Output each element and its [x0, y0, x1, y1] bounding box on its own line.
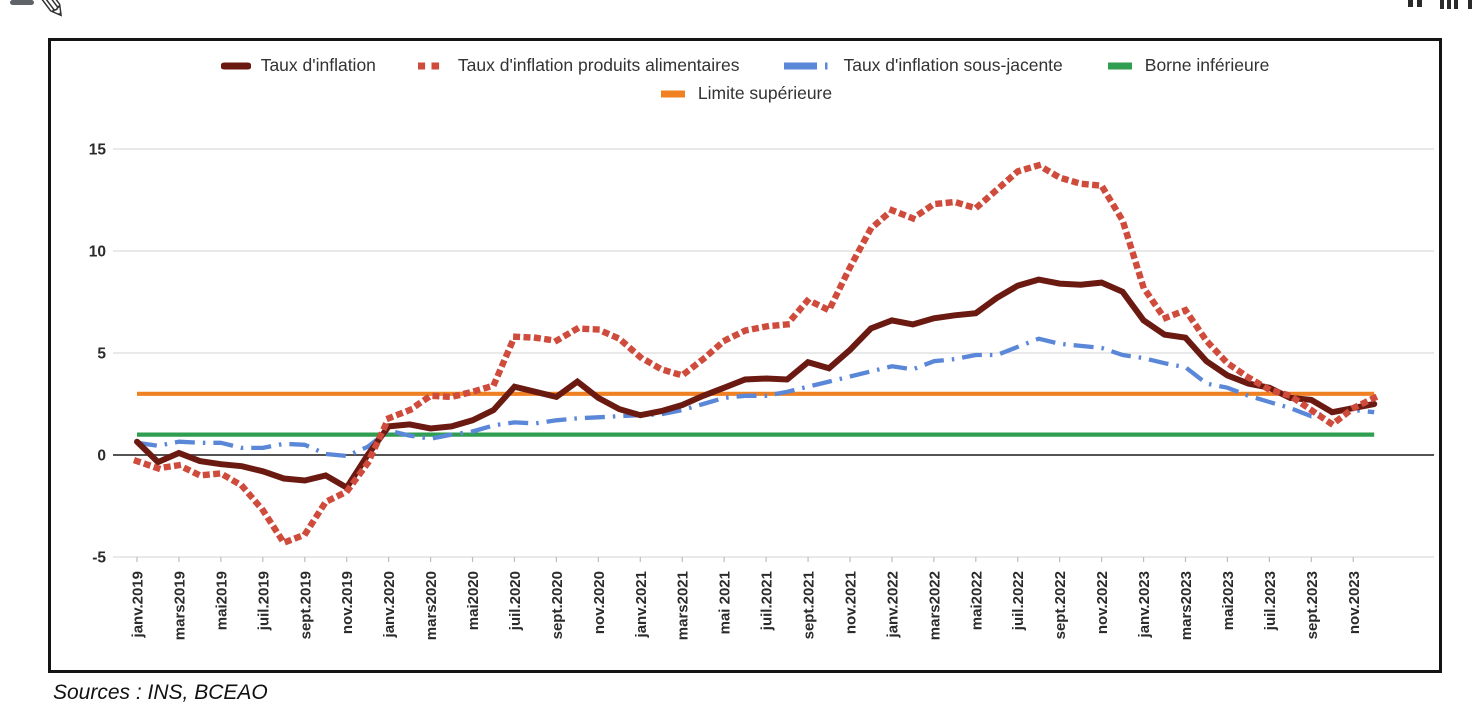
x-tick-label: mars2021: [675, 571, 692, 640]
series-0: [134, 276, 1378, 492]
legend-item: Borne inférieure: [1105, 55, 1270, 76]
y-tick-label: 0: [97, 448, 106, 465]
plot-svg: -5 0 5 10 15 janv.2019 mars2019 mai2019 juil.201…: [89, 142, 1434, 640]
x-tick-label: janv.2019: [130, 571, 147, 638]
x-tick-label: mars2023: [1178, 571, 1195, 640]
x-tick-label: mai2023: [1220, 571, 1237, 630]
legend-item: Taux d'inflation produits alimentaires: [417, 55, 740, 76]
legend-item: Taux d'inflation: [220, 55, 376, 76]
y-tick-label: 15: [89, 142, 107, 159]
legend-label: Taux d'inflation: [260, 55, 376, 75]
dots-icon[interactable]: [1417, 0, 1422, 7]
x-tick-label: mai2020: [465, 571, 482, 630]
x-tick-label: juil.2023: [1262, 571, 1279, 631]
x-tick-label: sept.2020: [549, 571, 566, 639]
x-tick-label: janv.2022: [884, 571, 901, 638]
x-tick-label: nov.2022: [1094, 571, 1111, 634]
legend-swatch-icon: [660, 90, 685, 97]
legend-item: Limite supérieure: [658, 83, 832, 104]
inflation-chart[interactable]: Taux d'inflation Taux d'inflation produit…: [48, 38, 1442, 673]
x-tick-label: mars2022: [926, 571, 943, 640]
x-tick-label: sept.2022: [1052, 571, 1069, 639]
y-tick-label: 5: [97, 346, 106, 363]
legend-row: Taux d'inflation Taux d'inflation produit…: [220, 55, 1270, 76]
x-tick-label: mars2019: [171, 571, 188, 640]
legend-label: Taux d'inflation sous-jacente: [843, 55, 1063, 75]
x-tick-label: juil.2022: [1010, 571, 1027, 631]
x-tick-label: juil.2019: [255, 571, 272, 631]
x-tick-label: nov.2020: [591, 571, 608, 634]
bars-icon[interactable]: [1454, 0, 1458, 9]
legend-swatch-icon: [417, 62, 448, 69]
x-tick-label: sept.2021: [801, 571, 818, 639]
chart-legend: Taux d'inflation Taux d'inflation produit…: [51, 55, 1439, 104]
pen-icon[interactable]: ✎: [33, 0, 71, 30]
legend-item: Taux d'inflation sous-jacente: [781, 55, 1063, 76]
x-tick-label: nov.2021: [842, 571, 859, 634]
x-tick-label: nov.2019: [339, 571, 356, 634]
bars-icon[interactable]: [1447, 0, 1451, 9]
legend-label: Limite supérieure: [697, 83, 833, 103]
x-tick-label: janv.2021: [633, 571, 650, 638]
legend-label: Borne inférieure: [1144, 55, 1270, 75]
dash-icon[interactable]: [10, 0, 34, 5]
legend-label: Taux d'inflation produits alimentaires: [457, 55, 740, 75]
x-tick-label: nov.2023: [1346, 571, 1363, 634]
series-1: [132, 161, 1379, 547]
x-tick-label: janv.2023: [1136, 571, 1153, 638]
y-tick-label: 10: [89, 244, 106, 261]
x-tick-label: juil.2020: [507, 571, 524, 631]
x-tick-label: mars2020: [423, 571, 440, 640]
dots-icon[interactable]: [1408, 0, 1413, 7]
x-tick-label: janv.2020: [381, 571, 398, 638]
legend-swatch-icon: [220, 62, 251, 69]
legend-swatch-icon: [784, 62, 830, 69]
bar-icon[interactable]: [1468, 0, 1472, 9]
x-tick-label: juil.2021: [759, 571, 776, 631]
y-tick-label: -5: [92, 550, 106, 567]
legend-swatch-icon: [1107, 62, 1132, 69]
x-tick-label: mai2022: [968, 571, 985, 630]
bars-icon[interactable]: [1440, 0, 1444, 9]
series-2: [136, 336, 1375, 459]
sources-caption: Sources : INS, BCEAO: [53, 681, 268, 704]
legend-row: Limite supérieure: [658, 83, 832, 104]
x-tick-label: mai 2021: [717, 571, 734, 634]
x-tick-label: mai2019: [213, 571, 230, 630]
x-tick-label: sept.2023: [1304, 571, 1321, 639]
x-tick-label: sept.2019: [297, 571, 314, 639]
